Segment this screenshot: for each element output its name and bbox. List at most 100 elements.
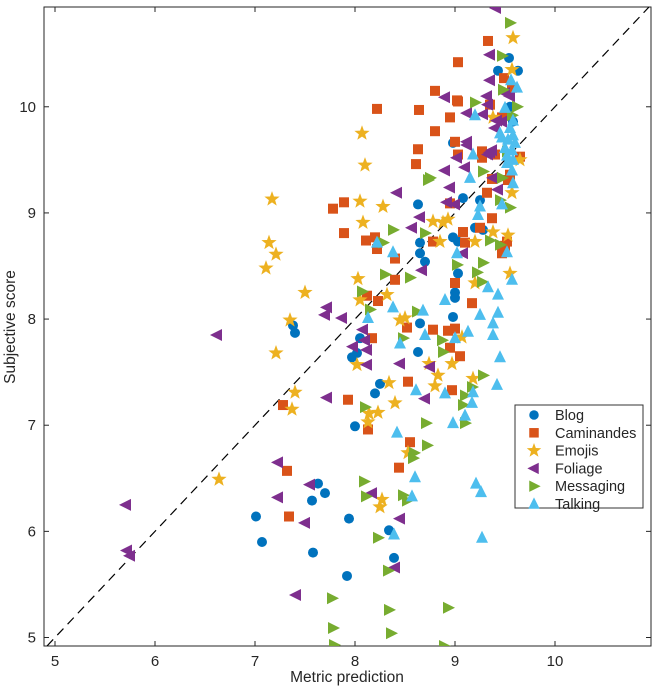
data-point-tri-up [487, 327, 499, 340]
data-point-star [392, 312, 408, 327]
data-point-tri-right [470, 96, 482, 109]
y-tick-label: 9 [28, 205, 36, 222]
data-point-star [381, 374, 397, 390]
legend-entry-foliage: Foliage [527, 461, 603, 477]
data-point-square [453, 57, 463, 68]
data-point-tri-up [492, 287, 504, 300]
x-tick-label: 10 [547, 653, 564, 670]
data-point-square [362, 290, 372, 301]
data-point-circle [413, 199, 423, 210]
data-point-tri-left [440, 196, 452, 209]
data-point-tri-left [438, 164, 450, 177]
data-point-tri-up [501, 245, 513, 258]
data-point-square [445, 342, 455, 353]
data-point-tri-right [498, 83, 510, 96]
data-point-tri-up [475, 485, 487, 498]
series-talking [362, 73, 523, 543]
data-point-tri-up [447, 416, 459, 429]
data-point-tri-left [335, 312, 347, 325]
x-tick-label: 5 [51, 653, 59, 670]
data-point-star [261, 234, 277, 250]
data-point-circle [313, 478, 323, 489]
data-point-star [500, 227, 516, 242]
data-point-tri-up [371, 235, 383, 248]
data-point-tri-up [528, 497, 540, 509]
data-point-star [425, 213, 441, 228]
data-point-tri-left [298, 516, 310, 529]
data-point-circle [415, 248, 425, 259]
data-point-tri-right [452, 258, 464, 271]
data-point-square [413, 144, 423, 155]
data-point-square [483, 35, 493, 46]
data-point-square [367, 333, 377, 344]
data-point-tri-left [481, 98, 493, 111]
legend-label: Emojis [555, 444, 599, 460]
data-point-star [444, 355, 460, 371]
data-point-square [443, 325, 453, 336]
data-point-circle [370, 388, 380, 399]
data-point-tri-left [318, 308, 330, 321]
data-point-star [485, 109, 501, 124]
data-point-square [361, 235, 371, 246]
data-point-square [447, 385, 457, 396]
data-point-square [402, 322, 412, 333]
data-point-tri-up [469, 108, 481, 121]
series-layer [119, 7, 528, 646]
y-tick-label: 6 [28, 523, 36, 540]
data-point-circle [453, 268, 463, 279]
data-point-star [268, 345, 284, 360]
data-point-tri-up [499, 141, 511, 154]
data-point-tri-right [412, 305, 424, 318]
data-point-circle [415, 237, 425, 248]
data-point-tri-up [506, 143, 518, 156]
data-point-star [430, 367, 446, 382]
data-point-tri-up [507, 152, 519, 165]
data-point-tri-right [373, 531, 385, 544]
data-point-circle [257, 536, 267, 547]
data-point-square [475, 222, 485, 233]
data-point-tri-left [489, 7, 501, 15]
data-point-tri-up [507, 176, 519, 189]
data-point-star [360, 414, 376, 429]
data-point-tri-right [327, 592, 339, 605]
data-point-tri-left [393, 357, 405, 370]
data-point-circle [413, 346, 423, 357]
data-point-circle [350, 421, 360, 432]
y-tick-label: 10 [19, 99, 36, 116]
data-point-square [499, 73, 509, 84]
legend-box [514, 404, 644, 509]
data-point-tri-up [470, 476, 482, 489]
data-point-tri-right [443, 601, 455, 614]
data-point-square [363, 424, 373, 435]
data-point-square [497, 248, 507, 259]
data-point-circle [458, 193, 468, 204]
data-point-star [370, 404, 386, 419]
data-point-star [505, 29, 521, 45]
data-point-square [411, 159, 421, 170]
data-point-star [440, 211, 456, 226]
data-point-circle [450, 292, 460, 303]
data-point-square [477, 152, 487, 163]
data-point-square [372, 103, 382, 114]
data-point-tri-left [483, 74, 495, 87]
data-point-tri-up [409, 470, 421, 483]
identity-line [46, 7, 650, 646]
data-point-square [430, 126, 440, 137]
data-point-tri-left [123, 549, 135, 562]
data-point-tri-up [419, 327, 431, 340]
data-point-tri-up [476, 530, 488, 543]
data-point-tri-left [289, 589, 301, 602]
x-axis-label: Metric prediction [290, 669, 404, 686]
y-tick-label: 5 [28, 630, 36, 647]
data-point-tri-left [365, 487, 377, 500]
data-point-tri-up [505, 73, 517, 86]
data-point-square [343, 394, 353, 405]
data-point-star [400, 444, 416, 460]
data-point-tri-left [346, 340, 358, 353]
data-point-square [503, 175, 513, 186]
data-point-tri-left [476, 108, 488, 121]
data-point-star [287, 384, 303, 399]
data-point-square [450, 277, 460, 288]
data-point-tri-left [405, 221, 417, 234]
